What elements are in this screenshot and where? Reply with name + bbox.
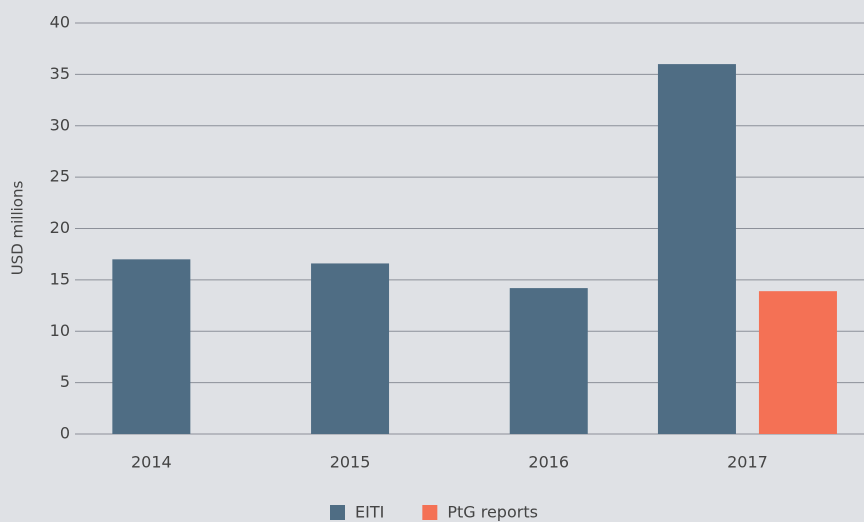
y-tick-label: 25: [50, 167, 70, 186]
bar: [657, 64, 736, 434]
bar: [112, 259, 191, 434]
bar: [758, 291, 837, 434]
bar: [311, 263, 390, 434]
y-tick-label: 10: [50, 321, 70, 340]
y-tick-label: 5: [60, 372, 70, 391]
y-tick-label: 35: [50, 64, 70, 83]
x-tick-label: 2015: [330, 453, 371, 472]
legend-label: PtG reports: [447, 503, 538, 522]
y-tick-label: 0: [60, 424, 70, 443]
x-tick-label: 2016: [528, 453, 569, 472]
y-axis-label: USD millions: [9, 181, 27, 276]
y-tick-label: 15: [50, 269, 70, 288]
y-tick-label: 20: [50, 218, 70, 237]
x-tick-label: 2014: [131, 453, 172, 472]
bar: [509, 288, 588, 434]
y-tick-label: 30: [50, 115, 70, 134]
legend-swatch: [330, 505, 345, 520]
legend-swatch: [422, 505, 438, 520]
legend-label: EITI: [355, 503, 384, 522]
y-tick-label: 40: [50, 13, 70, 32]
x-tick-label: 2017: [727, 453, 768, 472]
